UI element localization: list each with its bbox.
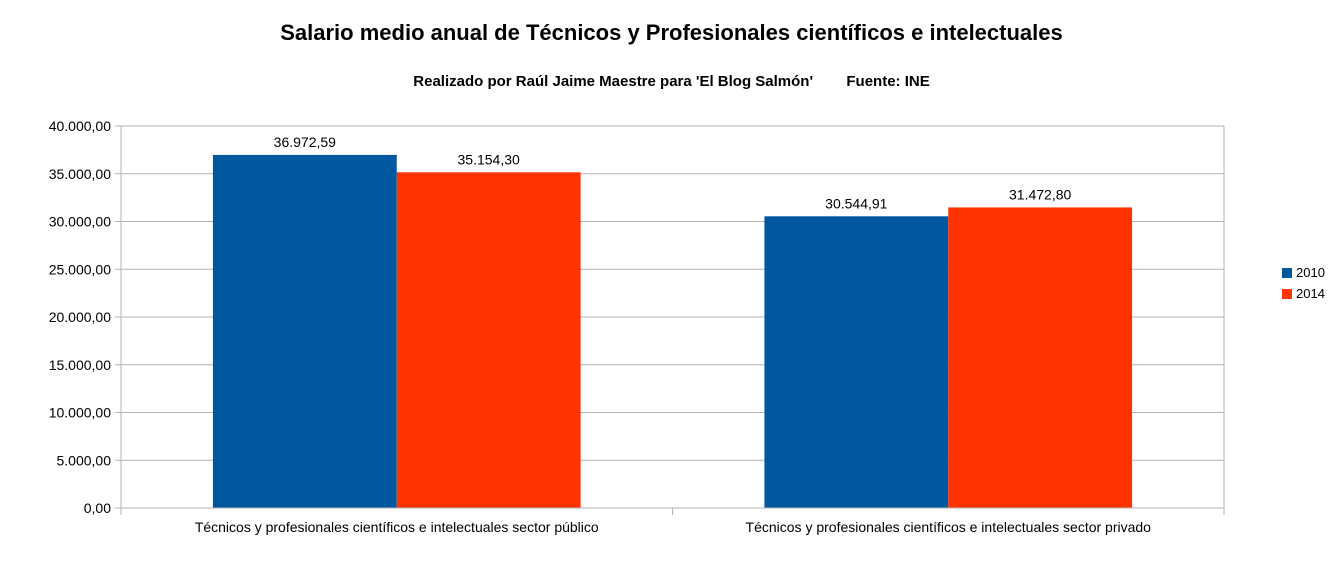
chart-subtitle: Realizado por Raúl Jaime Maestre para 'E… (413, 73, 930, 90)
bar-2010-1 (212, 154, 397, 509)
y-tick-labels: 0,00 5.000,00 10.000,00 15.000,00 20.000,00 2… (49, 118, 112, 516)
y-tick-label: 40.000,00 (49, 118, 111, 134)
legend-item-2010: 2010 (1282, 262, 1325, 283)
bar-2014-1 (396, 172, 581, 508)
bar-2014-2 (948, 207, 1133, 508)
y-tick-label: 15.000,00 (49, 357, 111, 373)
y-tick-label: 10.000,00 (49, 405, 111, 421)
legend-label-2014: 2014 (1296, 286, 1325, 301)
x-tick-labels: Técnicos y profesionales científicos e i… (121, 507, 1224, 535)
data-label: 30.544,91 (825, 195, 887, 211)
bars (212, 154, 1133, 509)
legend-swatch-2014 (1282, 288, 1292, 299)
legend-label-2010: 2010 (1296, 265, 1325, 280)
legend-swatch-2010 (1282, 267, 1292, 278)
y-tick-label: 0,00 (84, 500, 111, 516)
y-tick-label: 25.000,00 (49, 261, 111, 277)
data-labels: 36.972,59 35.154,30 30.544,91 31.472,80 (274, 134, 1072, 211)
bar-2010-2 (764, 216, 949, 508)
x-tick-label: Técnicos y profesionales científicos e i… (746, 519, 1152, 535)
axes (115, 125, 1225, 515)
legend-item-2014: 2014 (1282, 283, 1325, 304)
data-label: 31.472,80 (1009, 186, 1071, 202)
y-tick-label: 30.000,00 (49, 214, 111, 230)
y-tick-label: 20.000,00 (49, 309, 111, 325)
legend: 2010 2014 (1282, 262, 1325, 304)
x-tick-label: Técnicos y profesionales científicos e i… (195, 519, 599, 535)
data-label: 36.972,59 (274, 134, 336, 150)
y-tick-label: 35.000,00 (49, 166, 111, 182)
y-tick-label: 5.000,00 (57, 452, 112, 468)
data-label: 35.154,30 (458, 151, 520, 167)
chart-title: Salario medio anual de Técnicos y Profes… (280, 20, 1063, 45)
